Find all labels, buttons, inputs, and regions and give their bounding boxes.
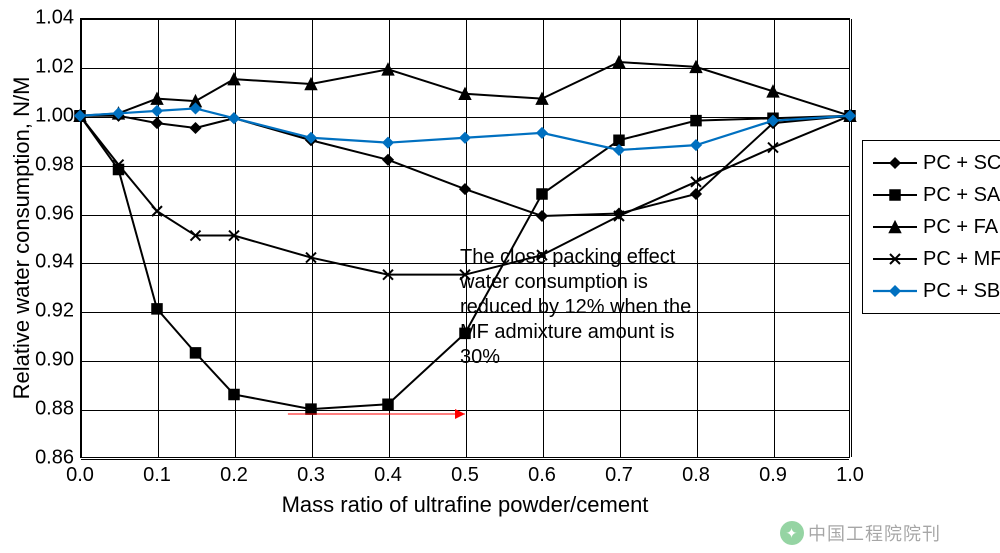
y-tick-label: 1.04: [35, 7, 80, 30]
watermark-text: 中国工程院院刊: [808, 520, 941, 546]
series-marker: [768, 143, 778, 153]
y-tick-label: 0.96: [35, 202, 80, 225]
series-marker: [191, 348, 201, 358]
series-marker: [614, 145, 624, 155]
series-marker: [614, 135, 624, 145]
series-marker: [229, 389, 239, 399]
series-marker: [383, 155, 393, 165]
legend-label: PC + MF: [923, 243, 1000, 275]
annotation-line: MF admixture amount is: [460, 320, 691, 345]
x-tick-label: 0.4: [374, 464, 402, 487]
annotation-line: 30%: [460, 345, 691, 370]
annotation-line: reduced by 12% when the: [460, 295, 691, 320]
y-tick-label: 0.94: [35, 251, 80, 274]
series-marker: [229, 113, 239, 123]
legend-label: PC + SB: [923, 275, 1000, 307]
series-marker: [152, 304, 162, 314]
legend-item: PC + FA: [873, 211, 1000, 243]
watermark: ✦ 中国工程院院刊: [780, 520, 941, 546]
x-tick-label: 0.8: [682, 464, 710, 487]
wechat-icon: ✦: [780, 521, 804, 545]
y-tick-label: 0.88: [35, 398, 80, 421]
series-marker: [537, 189, 547, 199]
series-marker: [383, 138, 393, 148]
legend-swatch: [873, 281, 917, 301]
series-marker: [191, 123, 201, 133]
series-marker: [152, 106, 162, 116]
y-tick-label: 1.02: [35, 55, 80, 78]
series-marker: [537, 211, 547, 221]
x-tick-label: 0.7: [605, 464, 633, 487]
legend-box: PC + SC PC + SA PC + FA PC + MF PC + SB: [862, 140, 1000, 314]
annotation-arrow-head: [455, 409, 465, 419]
legend-label: PC + FA: [923, 211, 998, 243]
y-tick-label: 0.90: [35, 349, 80, 372]
series-marker: [460, 184, 470, 194]
legend-label: PC + SA: [923, 179, 1000, 211]
series-marker: [691, 140, 701, 150]
series-marker: [152, 206, 162, 216]
x-tick-label: 0.2: [220, 464, 248, 487]
legend-item: PC + SB: [873, 275, 1000, 307]
series-marker: [768, 86, 779, 97]
x-tick-label: 0.5: [451, 464, 479, 487]
series-marker: [691, 177, 701, 187]
x-tick-label: 1.0: [836, 464, 864, 487]
legend-item: PC + SC: [873, 147, 1000, 179]
x-tick-label: 0.9: [759, 464, 787, 487]
x-tick-label: 0.1: [143, 464, 171, 487]
series-marker: [691, 116, 701, 126]
series-marker: [306, 404, 316, 414]
annotation-line: The close packing effect: [460, 245, 691, 270]
legend-swatch: [873, 153, 917, 173]
legend-item: PC + SA: [873, 179, 1000, 211]
x-tick-label: 0.6: [528, 464, 556, 487]
series-marker: [460, 133, 470, 143]
legend-swatch: [873, 185, 917, 205]
series-marker: [152, 118, 162, 128]
y-tick-label: 1.00: [35, 104, 80, 127]
y-tick-label: 0.98: [35, 153, 80, 176]
series-marker: [537, 128, 547, 138]
annotation-text: The close packing effectwater consumptio…: [460, 245, 691, 370]
annotation-line: water consumption is: [460, 270, 691, 295]
legend-label: PC + SC: [923, 147, 1000, 179]
series-marker: [383, 399, 393, 409]
y-tick-label: 0.92: [35, 300, 80, 323]
legend-item: PC + MF: [873, 243, 1000, 275]
legend-swatch: [873, 249, 917, 269]
y-tick-label: 0.86: [35, 447, 80, 470]
x-tick-label: 0.3: [297, 464, 325, 487]
legend-swatch: [873, 217, 917, 237]
